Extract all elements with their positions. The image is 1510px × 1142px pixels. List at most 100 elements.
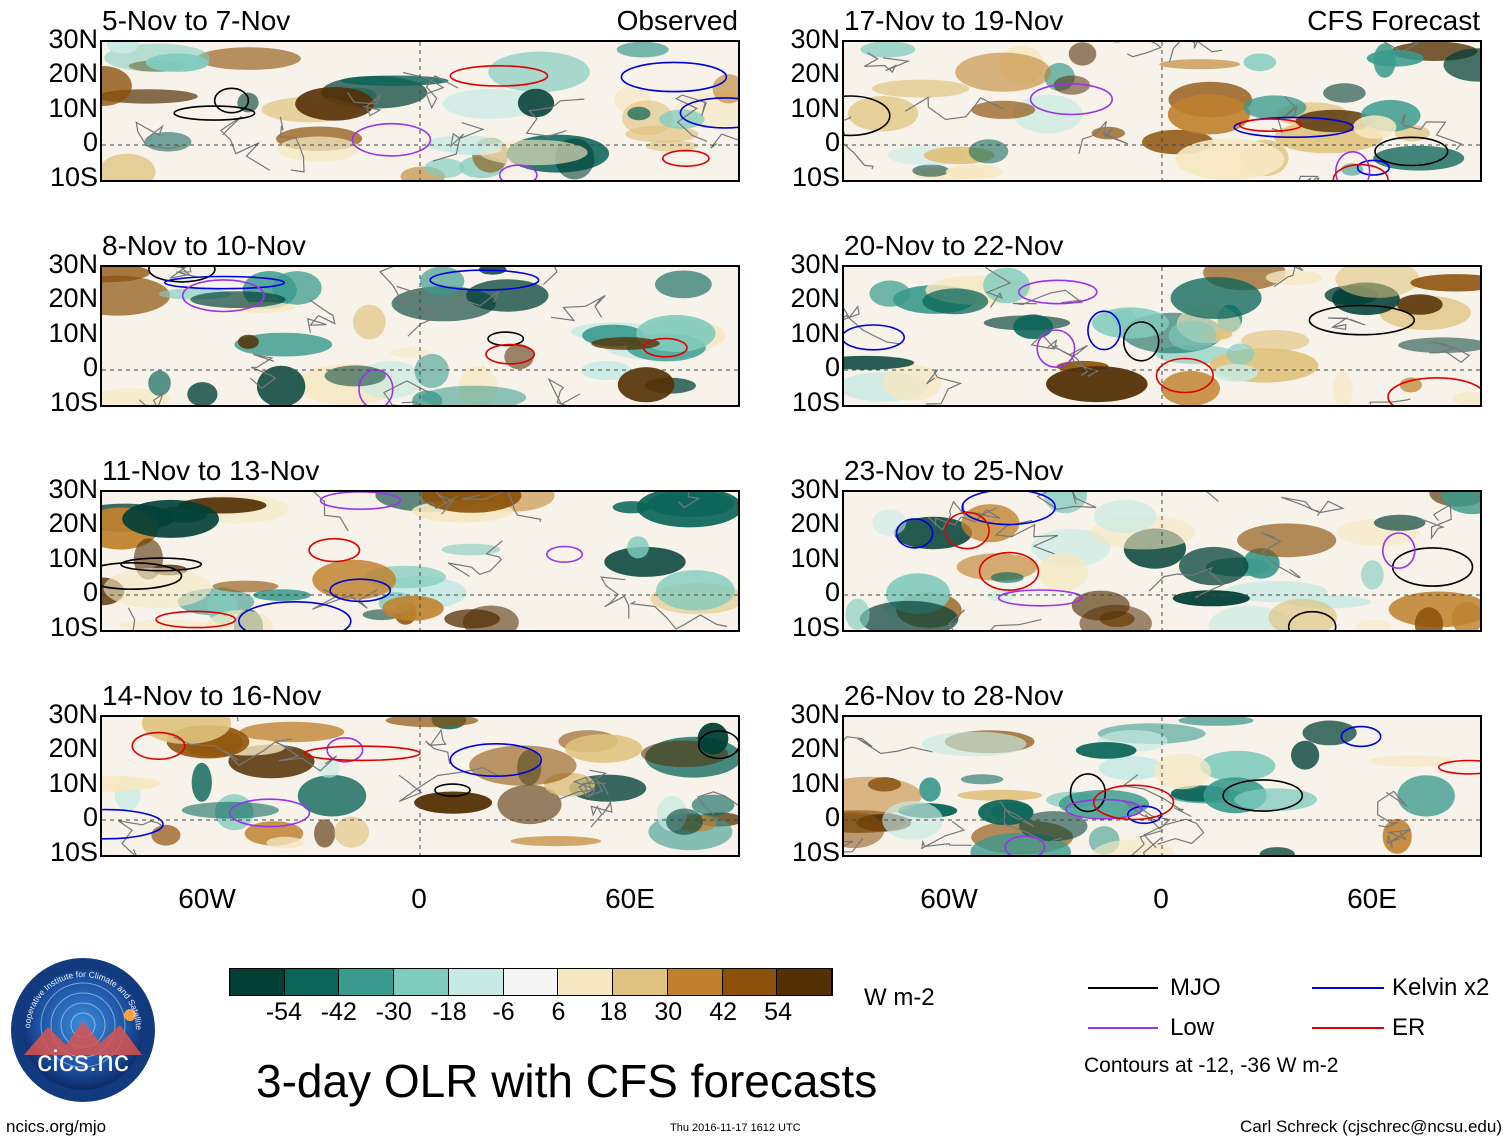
lat-label: 10S [49, 162, 98, 192]
lon-label: 60W [178, 883, 236, 914]
lat-label: 30N [48, 24, 98, 54]
lat-label: 10S [791, 837, 840, 867]
olr-field [102, 492, 738, 630]
lat-label: 10S [49, 837, 98, 867]
lat-label: 30N [48, 474, 98, 504]
lat-label: 10N [48, 768, 98, 798]
lat-label: 30N [48, 699, 98, 729]
legend-line-low [1088, 1027, 1158, 1029]
lon-label: 60E [605, 883, 655, 914]
legend-line-mjo [1088, 987, 1158, 989]
lat-label: 10S [49, 387, 98, 417]
colorbar-tick: -42 [320, 998, 357, 1026]
olr-field [844, 42, 1480, 180]
lat-label: 20N [790, 283, 840, 313]
colorbar-swatch [230, 969, 285, 995]
lat-label: 30N [790, 699, 840, 729]
panel-title: 23-Nov to 25-Nov [844, 455, 1064, 486]
lon-label: 60E [1347, 883, 1397, 914]
figure-title: 3-day OLR with CFS forecasts [256, 1055, 878, 1107]
panel-title: 20-Nov to 22-Nov [844, 230, 1064, 261]
lat-label: 10N [48, 93, 98, 123]
logo-text: cics.nc [37, 1045, 129, 1078]
panel-title: 11-Nov to 13-Nov [102, 455, 320, 486]
colorbar-swatch [394, 969, 449, 995]
legend-label-mjo: MJO [1170, 974, 1221, 1001]
colorbar-tick: 42 [709, 998, 738, 1026]
lat-label: 20N [790, 58, 840, 88]
lat-label: 10N [790, 543, 840, 573]
colorbar-swatch [339, 969, 395, 995]
contour-note: Contours at -12, -36 W m-2 [1084, 1054, 1339, 1077]
lat-label: 30N [790, 24, 840, 54]
olr-map-panel [842, 490, 1482, 632]
colorbar-tick: -30 [375, 998, 412, 1026]
panel-title: 14-Nov to 16-Nov [102, 680, 322, 711]
legend-line-kelvin [1312, 987, 1384, 989]
colorbar-swatch [503, 969, 559, 995]
lat-label: 10N [790, 768, 840, 798]
lon-label: 60W [920, 883, 978, 914]
footer-author: Carl Schreck (cjschrec@ncsu.edu) [1240, 1117, 1502, 1136]
olr-field [844, 267, 1480, 405]
legend-line-er [1312, 1027, 1384, 1029]
lat-label: 20N [48, 508, 98, 538]
lat-label: 10N [48, 318, 98, 348]
colorbar-units: W m-2 [864, 984, 935, 1011]
lat-label: 10S [791, 612, 840, 642]
lat-label: 0 [824, 127, 840, 157]
colorbar-tick: 30 [654, 998, 683, 1026]
lat-label: 20N [48, 283, 98, 313]
olr-map-panel [100, 490, 740, 632]
footer-timestamp: Thu 2016-11-17 1612 UTC [670, 1122, 801, 1134]
legend-label-kelvin: Kelvin x2 [1392, 974, 1490, 1001]
lat-label: 0 [824, 802, 840, 832]
olr-map-panel [100, 40, 740, 182]
olr-map-panel [842, 40, 1482, 182]
olr-field [844, 492, 1480, 630]
lat-label: 10N [790, 93, 840, 123]
colorbar-swatch [448, 969, 504, 995]
lat-label: 20N [48, 733, 98, 763]
colorbar-tick: -6 [492, 998, 515, 1026]
lat-label: 20N [48, 58, 98, 88]
observed-label: Observed [616, 5, 738, 36]
olr-map-panel [842, 715, 1482, 857]
olr-field [102, 267, 738, 405]
lat-label: 0 [82, 127, 98, 157]
colorbar-swatch [777, 969, 833, 995]
lat-label: 20N [790, 508, 840, 538]
lat-label: 0 [82, 577, 98, 607]
panel-title: 8-Nov to 10-Nov [102, 230, 306, 261]
legend-label-low: Low [1170, 1014, 1215, 1041]
colorbar-tick: -54 [265, 998, 302, 1026]
colorbar-swatch [613, 969, 668, 995]
lat-label: 30N [48, 249, 98, 279]
lon-label: 0 [1153, 883, 1169, 914]
olr-map-panel [842, 265, 1482, 407]
olr-map-panel [100, 265, 740, 407]
panel-title: 26-Nov to 28-Nov [844, 680, 1064, 711]
lat-label: 10N [790, 318, 840, 348]
colorbar-tick: -18 [430, 998, 467, 1026]
panel-title: 17-Nov to 19-Nov [844, 5, 1064, 36]
olr-field [844, 717, 1480, 855]
lat-label: 30N [790, 474, 840, 504]
lat-label: 0 [824, 577, 840, 607]
lat-label: 0 [82, 352, 98, 382]
footer-url[interactable]: ncics.org/mjo [6, 1117, 107, 1136]
lat-label: 30N [790, 249, 840, 279]
colorbar-tick: 6 [551, 998, 566, 1026]
lat-label: 10N [48, 543, 98, 573]
colorbar-swatch [722, 969, 778, 995]
olr-map-panel [100, 715, 740, 857]
lat-label: 10S [49, 612, 98, 642]
lat-label: 20N [790, 733, 840, 763]
forecast-label: CFS Forecast [1307, 5, 1480, 36]
legend-label-er: ER [1392, 1014, 1426, 1041]
panel-title: 5-Nov to 7-Nov [102, 5, 291, 36]
colorbar-swatch [558, 969, 614, 995]
lat-label: 10S [791, 387, 840, 417]
colorbar [229, 968, 833, 996]
colorbar-swatch [667, 969, 723, 995]
